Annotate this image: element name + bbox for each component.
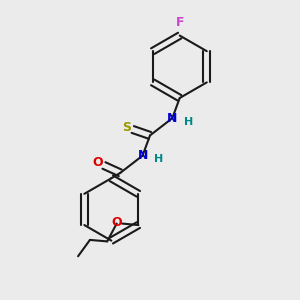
Text: H: H <box>184 117 193 127</box>
Text: O: O <box>93 156 103 169</box>
Text: F: F <box>176 16 184 29</box>
Text: N: N <box>137 149 148 162</box>
Text: H: H <box>154 154 163 164</box>
Text: N: N <box>167 112 178 125</box>
Text: S: S <box>122 121 131 134</box>
Text: O: O <box>111 217 122 230</box>
